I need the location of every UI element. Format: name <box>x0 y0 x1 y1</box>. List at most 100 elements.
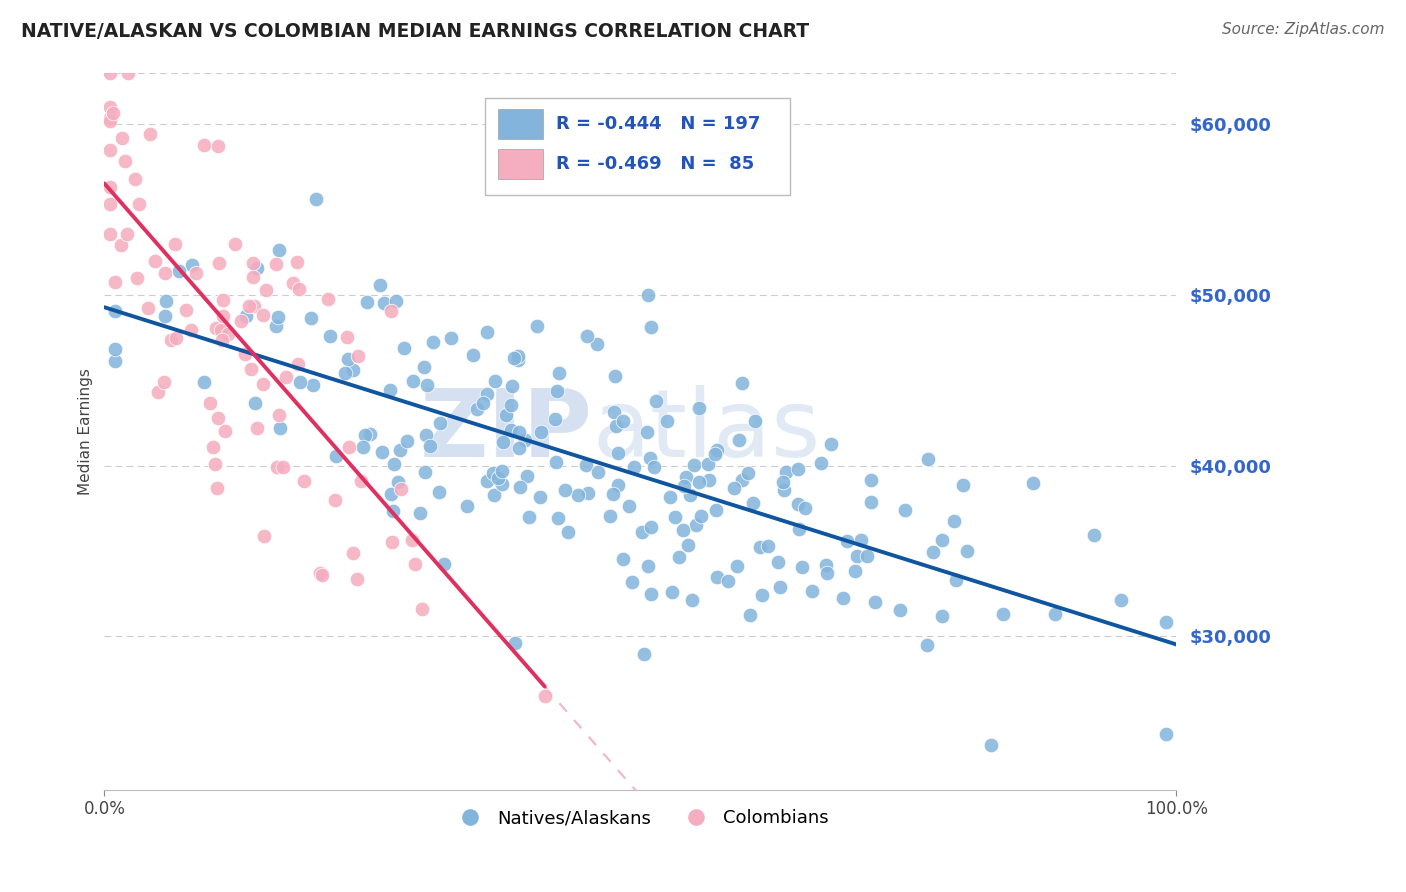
Colombians <box>233 346 256 360</box>
Natives/Alaskans <box>267 243 290 257</box>
Colombians <box>98 197 121 211</box>
Natives/Alaskans <box>751 588 773 602</box>
Natives/Alaskans <box>472 396 495 410</box>
Natives/Alaskans <box>682 458 704 472</box>
Natives/Alaskans <box>704 503 727 517</box>
Colombians <box>346 572 368 586</box>
Natives/Alaskans <box>495 409 517 423</box>
Natives/Alaskans <box>413 465 436 479</box>
Colombians <box>98 66 121 80</box>
Colombians <box>336 330 359 344</box>
Colombians <box>115 227 138 241</box>
Natives/Alaskans <box>235 310 257 324</box>
Natives/Alaskans <box>619 499 641 513</box>
Natives/Alaskans <box>676 538 699 552</box>
Colombians <box>274 369 297 384</box>
Natives/Alaskans <box>392 341 415 355</box>
Natives/Alaskans <box>269 421 291 435</box>
Colombians <box>318 293 340 307</box>
Natives/Alaskans <box>681 593 703 607</box>
Natives/Alaskans <box>515 433 537 447</box>
Natives/Alaskans <box>815 566 838 581</box>
Colombians <box>381 534 404 549</box>
Natives/Alaskans <box>267 310 290 325</box>
Natives/Alaskans <box>860 473 883 487</box>
Colombians <box>208 256 231 270</box>
Natives/Alaskans <box>503 351 526 366</box>
Natives/Alaskans <box>395 434 418 448</box>
Natives/Alaskans <box>603 404 626 418</box>
Colombians <box>243 299 266 313</box>
Natives/Alaskans <box>440 331 463 345</box>
Natives/Alaskans <box>793 500 815 515</box>
Natives/Alaskans <box>546 384 568 399</box>
Natives/Alaskans <box>637 559 659 574</box>
Colombians <box>411 601 433 615</box>
Natives/Alaskans <box>775 465 797 479</box>
Natives/Alaskans <box>382 457 405 471</box>
Natives/Alaskans <box>433 557 456 571</box>
Colombians <box>207 139 229 153</box>
Colombians <box>267 408 290 422</box>
Natives/Alaskans <box>456 499 478 513</box>
Natives/Alaskans <box>576 486 599 500</box>
Natives/Alaskans <box>408 507 430 521</box>
Natives/Alaskans <box>860 495 883 509</box>
Natives/Alaskans <box>243 396 266 410</box>
Natives/Alaskans <box>319 329 342 343</box>
Natives/Alaskans <box>717 574 740 589</box>
Natives/Alaskans <box>787 462 810 476</box>
Natives/Alaskans <box>385 294 408 309</box>
Natives/Alaskans <box>461 348 484 362</box>
Natives/Alaskans <box>389 442 412 457</box>
Natives/Alaskans <box>380 487 402 501</box>
Colombians <box>209 323 232 337</box>
Natives/Alaskans <box>516 469 538 483</box>
Colombians <box>117 66 139 80</box>
Natives/Alaskans <box>193 375 215 389</box>
Natives/Alaskans <box>748 540 770 554</box>
Colombians <box>311 567 333 582</box>
Natives/Alaskans <box>801 584 824 599</box>
Text: atlas: atlas <box>592 385 821 477</box>
Colombians <box>184 267 207 281</box>
Text: ZIP: ZIP <box>419 385 592 477</box>
Natives/Alaskans <box>481 466 503 480</box>
Natives/Alaskans <box>486 470 509 484</box>
Natives/Alaskans <box>640 520 662 534</box>
Natives/Alaskans <box>484 375 506 389</box>
Natives/Alaskans <box>544 412 567 426</box>
Colombians <box>404 558 426 572</box>
Natives/Alaskans <box>352 440 374 454</box>
Colombians <box>98 111 121 125</box>
Natives/Alaskans <box>155 293 177 308</box>
Natives/Alaskans <box>672 479 695 493</box>
Natives/Alaskans <box>643 459 665 474</box>
Legend: Natives/Alaskans, Colombians: Natives/Alaskans, Colombians <box>444 802 837 835</box>
Natives/Alaskans <box>373 295 395 310</box>
Natives/Alaskans <box>1043 607 1066 621</box>
Colombians <box>98 100 121 114</box>
FancyBboxPatch shape <box>485 98 790 194</box>
Natives/Alaskans <box>299 310 322 325</box>
Natives/Alaskans <box>547 367 569 381</box>
Natives/Alaskans <box>368 278 391 293</box>
Natives/Alaskans <box>153 309 176 323</box>
Natives/Alaskans <box>696 457 718 471</box>
Natives/Alaskans <box>491 476 513 491</box>
Colombians <box>266 460 288 475</box>
Natives/Alaskans <box>706 570 728 584</box>
Natives/Alaskans <box>659 490 682 504</box>
Colombians <box>217 327 239 342</box>
Colombians <box>207 410 229 425</box>
Natives/Alaskans <box>668 550 690 565</box>
Colombians <box>98 180 121 194</box>
Colombians <box>153 266 176 280</box>
Colombians <box>104 275 127 289</box>
Natives/Alaskans <box>506 349 529 363</box>
Colombians <box>238 299 260 313</box>
Colombians <box>346 349 368 363</box>
Natives/Alaskans <box>820 437 842 451</box>
Natives/Alaskans <box>603 369 626 384</box>
Colombians <box>214 424 236 438</box>
